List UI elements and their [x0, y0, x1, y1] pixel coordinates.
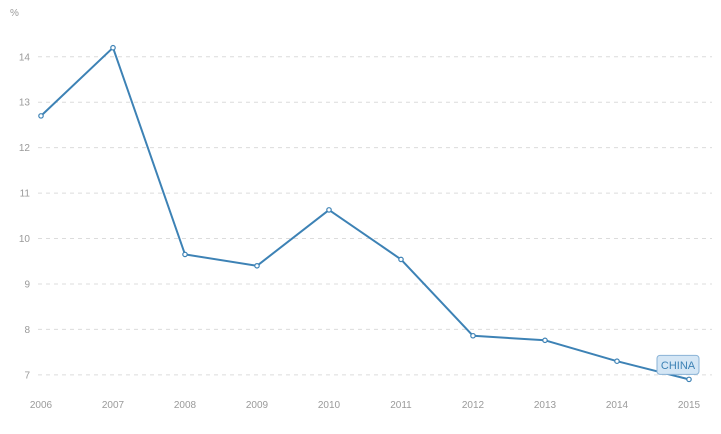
y-unit-label: % — [10, 8, 19, 19]
x-tick-label-2007: 2007 — [102, 400, 125, 411]
series-points — [38, 44, 692, 383]
data-point-2013 — [542, 337, 548, 344]
y-tick-label-12: 12 — [19, 143, 31, 154]
y-tick-label-8: 8 — [24, 325, 30, 336]
x-tick-label-2011: 2011 — [390, 400, 412, 411]
data-point-2012 — [470, 332, 476, 339]
x-tick-label-2013: 2013 — [534, 400, 557, 411]
y-tick-label-9: 9 — [24, 279, 30, 290]
series-label-box — [656, 354, 700, 375]
y-tick-label-11: 11 — [20, 189, 31, 200]
x-tick-label-2012: 2012 — [462, 400, 485, 411]
x-tick-label-2014: 2014 — [606, 400, 629, 411]
series-label-china[interactable]: CHINA — [656, 354, 700, 375]
y-axis-tick-labels: 7 8 9 10 11 12 13 14 — [19, 52, 31, 381]
x-tick-label-2009: 2009 — [246, 400, 269, 411]
data-point-2010 — [326, 207, 332, 213]
data-point-2006 — [38, 113, 44, 119]
x-tick-label-2015: 2015 — [678, 400, 701, 411]
x-axis-tick-labels: 2006 2007 2008 2009 2010 2011 2012 2013 2014 2015 — [30, 400, 701, 411]
data-point-2008 — [182, 251, 188, 258]
series-label-text: CHINA — [661, 360, 696, 372]
series-line-china — [40, 46, 690, 381]
x-tick-label-2010: 2010 — [318, 400, 341, 411]
x-tick-label-2006: 2006 — [30, 400, 53, 411]
data-point-2007 — [110, 44, 116, 51]
data-point-2011 — [398, 256, 404, 263]
data-point-2009 — [254, 262, 260, 269]
y-tick-label-10: 10 — [19, 234, 31, 245]
y-tick-label-7: 7 — [24, 370, 30, 381]
y-tick-label-14: 14 — [19, 52, 31, 63]
data-point-2014 — [614, 358, 620, 364]
grid-lines — [38, 56, 712, 376]
x-tick-label-2008: 2008 — [174, 400, 197, 411]
y-tick-label-13: 13 — [19, 98, 31, 109]
data-point-2015 — [686, 376, 692, 383]
